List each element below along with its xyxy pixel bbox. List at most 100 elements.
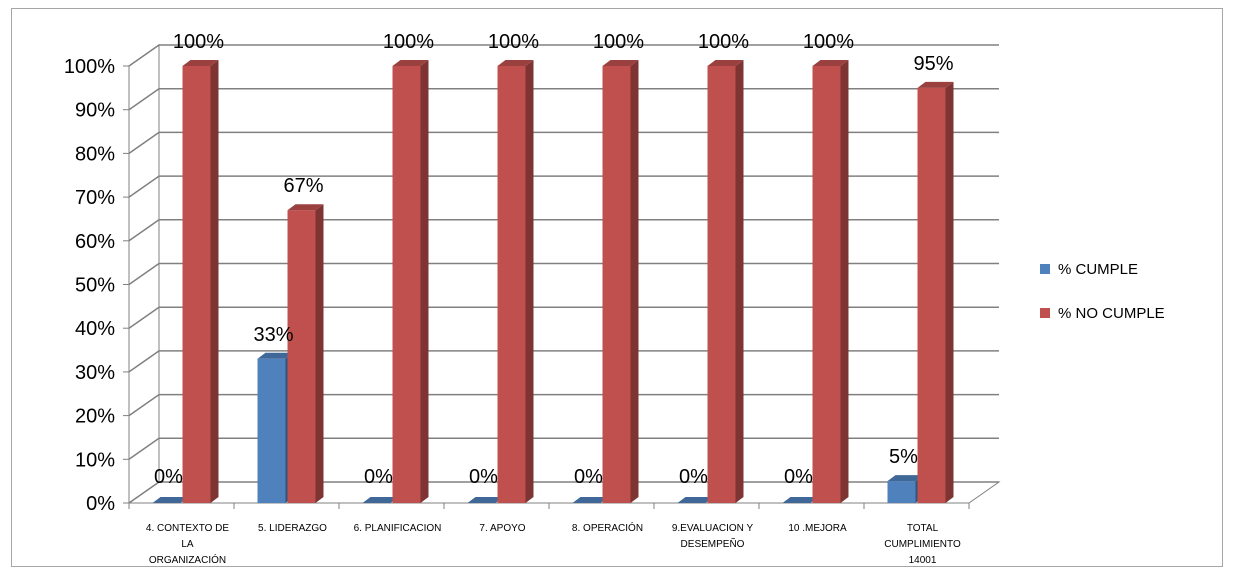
bar-top <box>287 204 324 211</box>
data-label: 67% <box>283 175 323 197</box>
bar-front <box>887 481 916 503</box>
bar-chart: 0% 10% 20% 30% 40% 50% 60% 70% 80% 90% 100% 0% 100%… <box>64 31 1165 566</box>
bar-front <box>257 358 286 503</box>
data-label: 0% <box>154 466 183 488</box>
bar-front <box>917 87 946 503</box>
data-label: 100% <box>593 31 644 53</box>
bar-top <box>782 497 819 503</box>
bar-top <box>602 60 639 66</box>
data-label: 100% <box>698 31 749 53</box>
bar-top <box>707 60 744 66</box>
legend-swatch <box>1040 308 1050 318</box>
x-axis-category-labels: 4. CONTEXTO DE LA ORGANIZACIÓN 5. LIDERAZGO… <box>128 503 970 566</box>
data-label: 0% <box>784 466 813 488</box>
legend: % CUMPLE % NO CUMPLE <box>1040 261 1165 322</box>
bar-side <box>840 60 849 503</box>
legend-label: % NO CUMPLE <box>1058 305 1165 322</box>
bar-top <box>677 497 714 503</box>
bar-side <box>630 60 639 503</box>
bar-no-cumple <box>812 60 849 503</box>
bar-top <box>182 60 219 66</box>
bar-cumple <box>467 497 504 503</box>
data-label: 100% <box>383 31 434 53</box>
bar-top <box>152 497 189 503</box>
bar-no-cumple <box>497 60 534 503</box>
y-tick-label: 60% <box>75 231 115 253</box>
bar-top <box>257 352 294 359</box>
y-tick-label: 30% <box>75 362 115 384</box>
bar-side <box>315 204 324 503</box>
data-label: 100% <box>803 31 854 53</box>
bar-top <box>497 60 534 66</box>
bars <box>152 60 954 503</box>
gridline <box>128 262 999 286</box>
bar-no-cumple <box>287 204 324 503</box>
category-label: 10 .MEJORA <box>788 523 847 534</box>
bar-top <box>467 497 504 503</box>
bar-side <box>735 60 744 503</box>
bar-front <box>392 66 421 503</box>
bar-front <box>497 66 526 503</box>
chart-frame: 0% 10% 20% 30% 40% 50% 60% 70% 80% 90% 100% 0% 100%… <box>11 8 1223 567</box>
bar-top <box>362 497 399 503</box>
y-tick-label: 90% <box>75 100 115 122</box>
bar-front <box>602 66 631 503</box>
category-label: ORGANIZACIÓN <box>149 553 226 566</box>
y-tick-label: 100% <box>64 56 115 78</box>
legend-item: % NO CUMPLE <box>1040 305 1165 322</box>
category-label: DESEMPEÑO <box>681 537 745 550</box>
gridline <box>128 219 999 242</box>
y-tick-label: 70% <box>75 187 115 209</box>
bar-top <box>572 497 609 503</box>
data-label: 0% <box>679 466 708 488</box>
gridline <box>128 175 999 198</box>
bar-cumple <box>362 497 399 503</box>
gridline <box>128 44 999 67</box>
bar-no-cumple <box>182 60 219 503</box>
bar-no-cumple <box>602 60 639 503</box>
y-tick-label: 0% <box>86 493 115 515</box>
bar-front <box>287 210 316 503</box>
category-label: 14001 <box>909 555 937 566</box>
bar-front <box>182 66 211 503</box>
bar-cumple <box>152 497 189 503</box>
data-label: 95% <box>913 53 953 75</box>
data-label: 100% <box>173 31 224 53</box>
y-tick-label: 10% <box>75 449 115 471</box>
bar-cumple <box>677 497 714 503</box>
category-label: 7. APOYO <box>479 523 525 534</box>
category-label: 5. LIDERAZGO <box>258 523 327 534</box>
category-label: TOTAL <box>907 523 939 534</box>
bar-front <box>812 66 841 503</box>
bar-no-cumple <box>707 60 744 503</box>
bar-side <box>210 60 219 503</box>
bar-cumple <box>782 497 819 503</box>
gridline <box>128 87 999 111</box>
y-tick-label: 80% <box>75 143 115 165</box>
bar-front <box>707 66 736 503</box>
category-label: LA <box>181 539 194 550</box>
data-label: 0% <box>364 466 393 488</box>
y-tick-label: 50% <box>75 275 115 297</box>
data-label: 33% <box>253 324 293 346</box>
category-label: 6. PLANIFICACION <box>354 523 442 534</box>
data-label: 5% <box>889 446 918 468</box>
bar-top <box>887 475 924 482</box>
data-label: 100% <box>488 31 539 53</box>
category-label: CUMPLIMIENTO <box>884 539 961 550</box>
gridline <box>128 131 999 155</box>
y-tick-label: 40% <box>75 318 115 340</box>
category-label: 9.EVALUACION Y <box>672 523 754 534</box>
bar-cumple <box>572 497 609 503</box>
legend-swatch <box>1040 264 1050 274</box>
category-label: 8. OPERACIÓN <box>572 521 643 534</box>
bar-side <box>420 60 429 503</box>
bar-top <box>812 60 849 66</box>
bar-no-cumple <box>917 81 954 503</box>
data-label: 0% <box>574 466 603 488</box>
category-label: 4. CONTEXTO DE <box>146 523 229 534</box>
bar-side <box>525 60 534 503</box>
bar-top <box>917 81 954 88</box>
legend-item: % CUMPLE <box>1040 261 1138 278</box>
y-tick-label: 20% <box>75 406 115 428</box>
